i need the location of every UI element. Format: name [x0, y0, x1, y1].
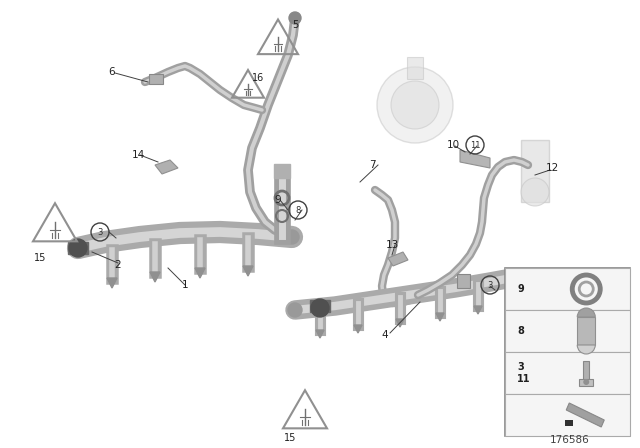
- Polygon shape: [396, 319, 404, 327]
- Polygon shape: [155, 160, 178, 174]
- Wedge shape: [577, 345, 595, 354]
- Polygon shape: [150, 272, 160, 282]
- Text: 4: 4: [381, 330, 388, 340]
- Bar: [505, 310, 630, 352]
- Text: 14: 14: [131, 150, 145, 160]
- Polygon shape: [195, 268, 205, 278]
- Polygon shape: [388, 252, 408, 266]
- Polygon shape: [243, 266, 253, 276]
- Text: 3: 3: [97, 228, 102, 237]
- Bar: [310, 300, 330, 312]
- Bar: [583, 361, 589, 383]
- Text: 15: 15: [284, 433, 296, 443]
- Text: 8: 8: [295, 206, 301, 215]
- Polygon shape: [354, 325, 362, 333]
- Bar: [521, 140, 549, 202]
- Bar: [457, 274, 470, 288]
- Bar: [68, 242, 88, 254]
- Circle shape: [521, 178, 549, 206]
- Bar: [505, 268, 630, 310]
- Polygon shape: [460, 150, 490, 168]
- Text: 9: 9: [275, 195, 282, 205]
- Polygon shape: [436, 313, 444, 321]
- Polygon shape: [107, 278, 117, 288]
- Circle shape: [69, 239, 87, 257]
- Circle shape: [583, 379, 589, 385]
- Bar: [565, 420, 573, 426]
- Text: 2: 2: [115, 260, 122, 270]
- Text: 13: 13: [385, 240, 399, 250]
- Bar: [274, 164, 290, 178]
- Text: 5: 5: [292, 20, 298, 30]
- Circle shape: [285, 230, 299, 244]
- Text: 10: 10: [447, 140, 460, 150]
- Text: 3
11: 3 11: [517, 362, 531, 384]
- Bar: [505, 394, 630, 436]
- Circle shape: [288, 303, 302, 317]
- Text: 6: 6: [109, 67, 115, 77]
- Bar: [577, 317, 595, 345]
- Text: 12: 12: [545, 163, 559, 173]
- Text: 16: 16: [252, 73, 264, 83]
- Text: 7: 7: [369, 160, 375, 170]
- Text: 3: 3: [487, 280, 493, 289]
- Circle shape: [506, 272, 518, 284]
- Bar: [149, 74, 163, 84]
- Polygon shape: [316, 330, 324, 338]
- Text: 15: 15: [34, 253, 46, 263]
- Wedge shape: [577, 308, 595, 317]
- Bar: [505, 268, 630, 436]
- Text: 176586: 176586: [550, 435, 590, 445]
- Polygon shape: [566, 403, 604, 427]
- Bar: [579, 379, 593, 386]
- Circle shape: [70, 240, 86, 256]
- Circle shape: [289, 12, 301, 24]
- Polygon shape: [474, 306, 482, 314]
- Circle shape: [311, 299, 329, 317]
- Text: 1: 1: [182, 280, 188, 290]
- Text: 11: 11: [470, 141, 480, 150]
- Bar: [407, 57, 423, 79]
- Circle shape: [377, 67, 453, 143]
- Circle shape: [391, 81, 439, 129]
- Bar: [505, 352, 630, 394]
- Text: 9: 9: [517, 284, 524, 294]
- Text: 8: 8: [517, 326, 524, 336]
